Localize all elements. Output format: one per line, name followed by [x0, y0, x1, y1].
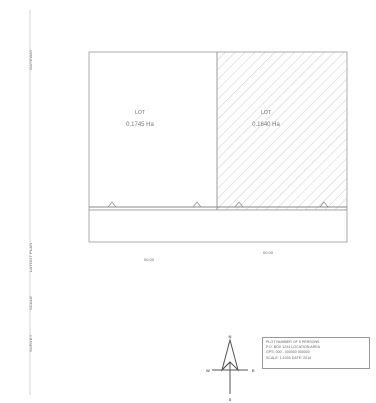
beacon-4	[319, 201, 329, 208]
dimension-right: 00.00	[263, 250, 274, 255]
title-line-3: GPS: 000 - 000000 000000	[266, 350, 310, 355]
title-line-1: PLOT NUMBER OF 5 PERSONS	[266, 340, 320, 344]
title-line-4: SCALE: 1:1000 DATE: 2014	[266, 355, 312, 360]
compass-icon	[212, 338, 248, 394]
title-block: PLOT NUMBER OF 5 PERSONS P.O. BOX 1234 L…	[262, 337, 370, 369]
plot-right	[216, 51, 348, 211]
compass-south: S	[229, 397, 232, 402]
plot-left	[88, 51, 218, 211]
compass-west: W	[206, 368, 210, 373]
road-strip	[88, 209, 348, 243]
plot-left-area: 0.1745 Ha	[126, 122, 154, 128]
plot-right-name: LOT	[261, 110, 271, 116]
beacons	[107, 201, 329, 208]
beacon-2	[192, 201, 202, 208]
title-line-2: P.O. BOX 1234 LOCATION AREA	[266, 345, 320, 350]
compass-north: N	[229, 334, 232, 339]
plot-right-area: 0.1640 Ha	[252, 122, 280, 128]
compass-east: E	[252, 368, 255, 373]
dimension-left: 00.00	[144, 257, 155, 262]
beacon-3	[234, 201, 244, 208]
beacon-1	[107, 201, 117, 208]
plot-left-name: LOT	[135, 110, 145, 116]
